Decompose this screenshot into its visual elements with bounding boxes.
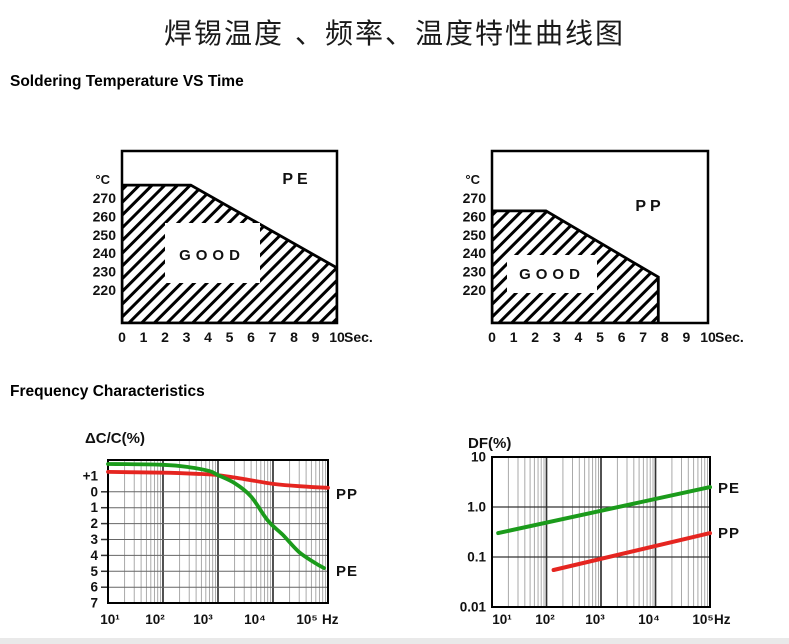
series-pe-curve (106, 462, 326, 570)
y-tick-label: 7 (90, 596, 98, 611)
x-tick-label: 10 (700, 329, 716, 345)
y-tick-label: 10 (471, 450, 486, 465)
x-tick-label: 0 (118, 329, 126, 345)
x-tick-label: 10⁴ (244, 612, 266, 627)
x-tick-label: 7 (639, 329, 647, 345)
x-tick-label: 5 (596, 329, 604, 345)
x-tick-label: 10² (145, 612, 165, 627)
plot-border (490, 149, 710, 325)
x-tick-label: 4 (575, 329, 583, 345)
y-tick-label: 5 (90, 564, 98, 579)
x-tick-label: 10¹ (492, 612, 512, 627)
x-tick-label: 10² (535, 612, 555, 627)
chart-soldering-pp: GOOD PP °C 270 260 250 240 230 220 0 1 2 3 4 5 6 7 8 9 10 Se… (463, 149, 744, 345)
soldering-section-heading: Soldering Temperature VS Time (10, 73, 244, 90)
x-tick-label: 10⁵ (692, 612, 713, 627)
x-tick-label: 1 (510, 329, 518, 345)
x-tick-label: 0 (488, 329, 496, 345)
y-tick-label: 230 (93, 264, 117, 280)
y-tick-label: 260 (463, 208, 487, 224)
y-tick-label: 2 (90, 516, 98, 531)
x-tick-label: 6 (247, 329, 255, 345)
legend-pp-label: PP (718, 525, 740, 542)
chart-title: ΔC/C(%) (85, 430, 145, 447)
legend-pe-label: PE (718, 480, 740, 497)
x-axis-unit: Sec. (344, 329, 373, 345)
x-tick-label: 9 (683, 329, 691, 345)
x-tick-label: 5 (226, 329, 234, 345)
x-tick-label: 1 (140, 329, 148, 345)
x-tick-label: 8 (661, 329, 669, 345)
plot-border (120, 149, 339, 325)
good-region-label: GOOD (519, 266, 585, 283)
x-axis-unit: Hz (322, 612, 339, 627)
y-tick-label: 240 (463, 245, 487, 261)
y-tick-label: 0.1 (467, 550, 486, 565)
y-axis-unit: °C (465, 172, 480, 187)
x-tick-label: 10¹ (100, 612, 120, 627)
y-tick-label: 270 (93, 190, 117, 206)
x-tick-label: 2 (531, 329, 539, 345)
y-tick-label: 230 (463, 264, 487, 280)
x-axis-unit: Hz (714, 612, 731, 627)
x-axis-unit: Sec. (715, 329, 744, 345)
x-tick-label: 10³ (585, 612, 605, 627)
y-tick-label: 220 (93, 282, 117, 298)
good-label-box (165, 223, 260, 283)
y-tick-label: +1 (83, 468, 99, 483)
y-tick-label: 1 (90, 500, 98, 515)
y-tick-label: 260 (93, 208, 117, 224)
legend-pp-label: PP (336, 486, 358, 503)
material-label: PE (282, 171, 311, 188)
plot-border (107, 459, 329, 604)
y-tick-label: 1.0 (467, 500, 486, 515)
x-tick-label: 4 (204, 329, 212, 345)
x-tick-label: 8 (290, 329, 298, 345)
y-tick-label: 250 (93, 227, 117, 243)
x-tick-label: 3 (553, 329, 561, 345)
x-tick-label: 6 (618, 329, 626, 345)
frequency-section-heading: Frequency Characteristics (10, 383, 205, 400)
chart-title: DF(%) (468, 435, 511, 452)
x-tick-label: 2 (161, 329, 169, 345)
chart-freq-df: DF(%)10 1.0 0.1 0.01 10¹ 10² 10³ 10⁴ 10⁵ Hz PE PP (460, 435, 740, 627)
y-tick-label: 6 (90, 580, 98, 595)
x-tick-label: 10³ (193, 612, 213, 627)
series-pp-line (551, 531, 712, 572)
x-tick-label: 3 (183, 329, 191, 345)
page-title: 焊锡温度 、频率、温度特性曲线图 (164, 17, 625, 50)
y-tick-label: 4 (90, 548, 98, 563)
x-tick-label: 10⁴ (638, 612, 660, 627)
y-tick-label: 0 (90, 484, 98, 499)
y-tick-label: 3 (90, 532, 98, 547)
y-tick-label: 0.01 (460, 600, 487, 615)
y-tick-label: 250 (463, 227, 487, 243)
y-tick-label: 220 (463, 282, 487, 298)
series-pe-line (496, 485, 712, 536)
x-tick-label: 9 (312, 329, 320, 345)
x-tick-label: 10⁵ (296, 612, 317, 627)
y-tick-label: 270 (463, 190, 487, 206)
y-axis-unit: °C (95, 172, 110, 187)
legend-pe-label: PE (336, 563, 358, 580)
good-region-label: GOOD (179, 247, 245, 264)
scan-edge-strip (0, 638, 789, 644)
x-tick-label: 10 (329, 329, 345, 345)
material-label: PP (635, 198, 664, 215)
chart-soldering-pe: GOOD PE °C 270 260 250 240 230 220 0 1 2 3 4 5 6 7 8 9 10 Se… (93, 149, 373, 345)
good-label-box (507, 255, 597, 293)
y-tick-label: 240 (93, 245, 117, 261)
series-pp-curve (106, 470, 330, 490)
x-tick-label: 7 (269, 329, 277, 345)
